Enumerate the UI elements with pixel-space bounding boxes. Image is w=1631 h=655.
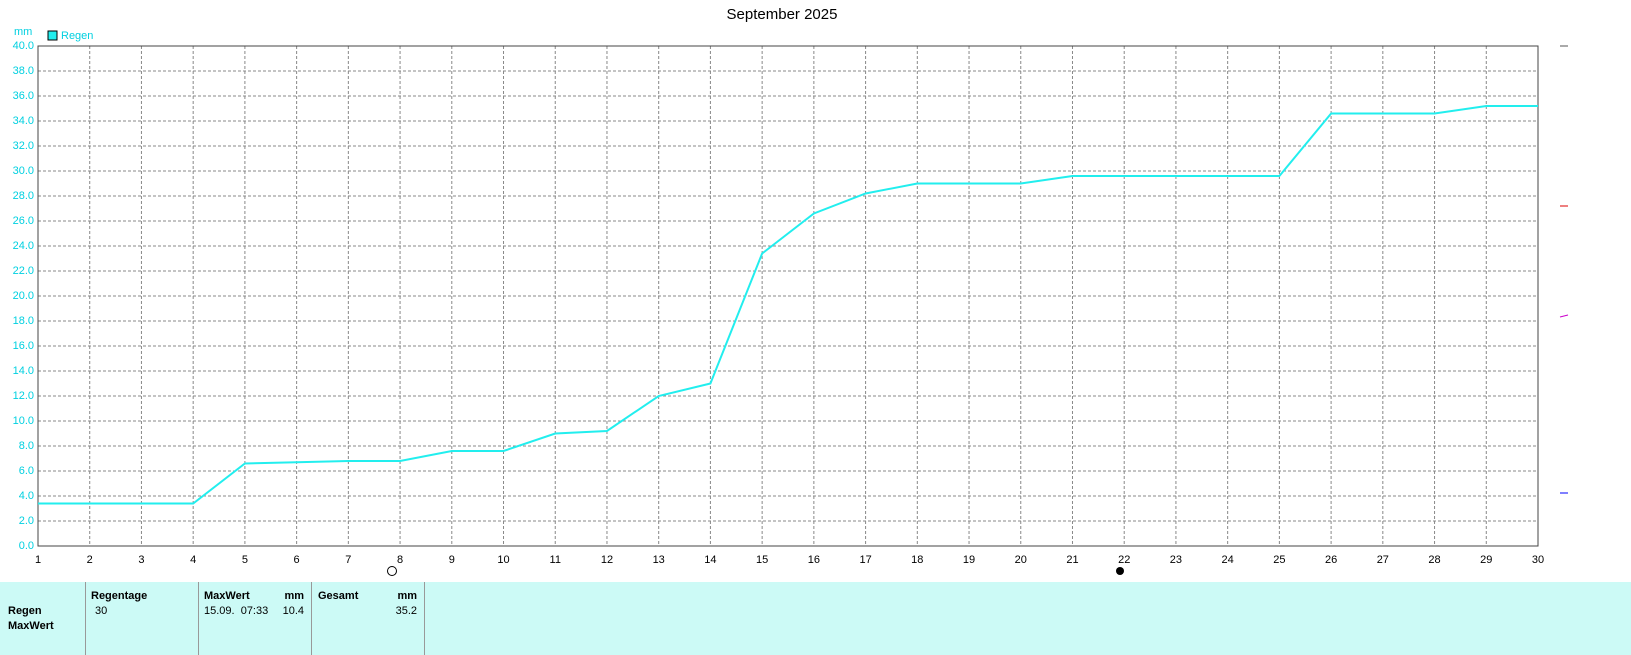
legend-swatch — [47, 30, 58, 41]
y-tick-label: 6.0 — [19, 465, 34, 477]
new-moon — [1116, 567, 1124, 575]
x-tick-label: 10 — [497, 554, 509, 566]
x-tick-label: 12 — [601, 554, 613, 566]
y-tick-label: 20.0 — [13, 290, 34, 302]
full-moon — [387, 566, 397, 576]
row-label: MaxWert — [8, 620, 54, 632]
table-cell: 35.2 — [396, 605, 417, 617]
x-tick-label: 4 — [190, 554, 196, 566]
x-tick-label: 6 — [294, 554, 300, 566]
side-marks — [1559, 45, 1569, 494]
x-tick-label: 9 — [449, 554, 455, 566]
x-tick-label: 24 — [1222, 554, 1234, 566]
table-header: mm — [284, 590, 304, 602]
y-tick-label: 32.0 — [13, 140, 34, 152]
x-tick-label: 27 — [1377, 554, 1389, 566]
legend-label: Regen — [61, 30, 93, 42]
y-tick-label: 28.0 — [13, 190, 34, 202]
x-tick-label: 5 — [242, 554, 248, 566]
y-tick-label: 18.0 — [13, 315, 34, 327]
table-background — [0, 582, 1631, 655]
data-line — [38, 105, 1538, 505]
y-tick-label: 38.0 — [13, 65, 34, 77]
x-tick-label: 23 — [1170, 554, 1182, 566]
chart-title: September 2025 — [727, 6, 838, 23]
x-tick-label: 1 — [35, 554, 41, 566]
table-header: Gesamt — [318, 590, 359, 602]
x-tick-label: 22 — [1118, 554, 1130, 566]
x-tick-label: 14 — [704, 554, 716, 566]
y-tick-label: 8.0 — [19, 440, 34, 452]
y-tick-label: 22.0 — [13, 265, 34, 277]
table-cell: 10.4 — [283, 605, 304, 617]
table-cell: 30 — [95, 605, 107, 617]
x-tick-label: 2 — [87, 554, 93, 566]
x-tick-label: 16 — [808, 554, 820, 566]
y-tick-label: 0.0 — [19, 540, 34, 552]
y-tick-label: 12.0 — [13, 390, 34, 402]
x-tick-label: 18 — [911, 554, 923, 566]
table-dividers — [85, 582, 425, 655]
x-tick-label: 15 — [756, 554, 768, 566]
x-tick-label: 8 — [397, 554, 403, 566]
y-tick-label: 26.0 — [13, 215, 34, 227]
x-tick-label: 7 — [345, 554, 351, 566]
y-unit: mm — [14, 26, 32, 38]
x-tick-label: 17 — [859, 554, 871, 566]
x-tick-label: 21 — [1066, 554, 1078, 566]
x-tick-label: 19 — [963, 554, 975, 566]
x-tick-label: 29 — [1480, 554, 1492, 566]
x-tick-label: 3 — [138, 554, 144, 566]
y-tick-label: 14.0 — [13, 365, 34, 377]
table-header: MaxWert — [204, 590, 250, 602]
y-tick-label: 16.0 — [13, 340, 34, 352]
x-tick-label: 13 — [653, 554, 665, 566]
y-tick-label: 36.0 — [13, 90, 34, 102]
x-tick-label: 30 — [1532, 554, 1544, 566]
y-tick-label: 2.0 — [19, 515, 34, 527]
row-label: Regen — [8, 605, 42, 617]
y-tick-label: 34.0 — [13, 115, 34, 127]
y-tick-label: 4.0 — [19, 490, 34, 502]
y-tick-label: 30.0 — [13, 165, 34, 177]
x-tick-label: 26 — [1325, 554, 1337, 566]
x-tick-label: 20 — [1015, 554, 1027, 566]
y-tick-label: 24.0 — [13, 240, 34, 252]
y-tick-label: 40.0 — [13, 40, 34, 52]
y-tick-label: 10.0 — [13, 415, 34, 427]
plot-frame — [37, 45, 1539, 547]
table-cell: 15.09. 07:33 — [204, 605, 268, 617]
x-tick-label: 28 — [1428, 554, 1440, 566]
table-header: mm — [397, 590, 417, 602]
x-tick-label: 11 — [550, 554, 561, 566]
x-tick-label: 25 — [1273, 554, 1285, 566]
table-header: Regentage — [91, 590, 147, 602]
